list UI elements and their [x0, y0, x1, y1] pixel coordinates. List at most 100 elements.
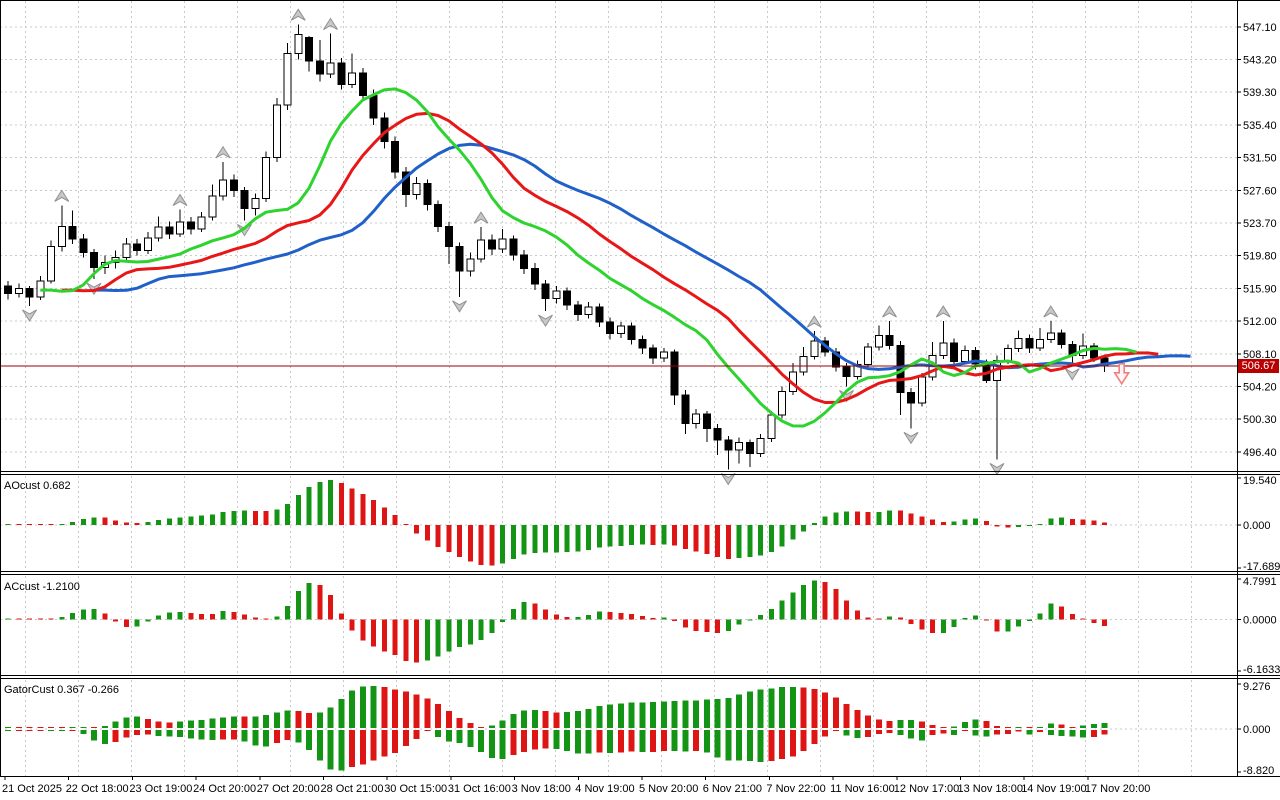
gator-upper-bar — [1080, 725, 1086, 729]
gator-lower-bar — [972, 730, 979, 736]
gator-upper-bar — [897, 720, 904, 729]
gator-upper-bar — [155, 721, 162, 729]
alligator-teeth-line — [61, 111, 1159, 404]
ac-bar-up — [1005, 619, 1011, 632]
gator-upper-bar — [26, 727, 33, 729]
gator-upper-bar — [553, 712, 560, 729]
gator-lower-bar — [897, 730, 904, 736]
gator-upper-bar — [650, 701, 656, 729]
time-tick-label: 5 Nov 20:00 — [639, 783, 698, 795]
candle-bearish — [541, 283, 550, 299]
fractal-down-arrow-icon — [452, 300, 467, 313]
candle-bullish — [659, 351, 668, 359]
ao-bar-down — [983, 520, 989, 526]
gator-upper-bar — [284, 710, 291, 729]
ao-bar-down — [908, 513, 914, 526]
ac-bar-up — [779, 600, 785, 620]
gator-upper-bar — [779, 687, 785, 729]
gator-lower-bar — [252, 730, 259, 746]
candle-bullish — [143, 237, 152, 252]
gator-lower-bar — [908, 730, 914, 739]
gator-upper-bar — [564, 712, 570, 729]
fractal-down-arrow-icon — [989, 462, 1005, 476]
gator-lower-bar — [617, 730, 624, 753]
gator-lower-bar — [381, 730, 388, 757]
gator-upper-bar — [961, 722, 968, 729]
candle-bearish — [315, 60, 324, 75]
ac-bar-up — [446, 619, 452, 652]
candle-bullish — [57, 225, 66, 247]
gator-lower-bar — [456, 730, 463, 744]
ac-bar-up — [177, 611, 183, 620]
gator-lower-bar — [177, 730, 183, 737]
ao-bar-up — [199, 515, 204, 526]
time-tick-label: 24 Oct 20:00 — [193, 783, 256, 795]
candle-bullish — [552, 290, 561, 299]
gator-upper-bar — [123, 717, 130, 729]
ao-bar-up — [887, 510, 892, 526]
gator-upper-bar — [757, 689, 764, 729]
gator-lower-bar — [263, 730, 269, 747]
ao-bar-up — [5, 524, 11, 526]
gator-upper-bar — [230, 716, 237, 729]
gator-lower-bar — [220, 730, 226, 740]
gator-upper-bar — [435, 704, 441, 729]
gator-upper-bar — [198, 719, 205, 729]
time-tick-label: 28 Oct 21:00 — [321, 783, 384, 795]
gator-lower-bar — [596, 730, 603, 753]
gator-upper-bar — [392, 689, 398, 729]
gator-upper-bar — [15, 727, 22, 729]
gator-lower-bar — [273, 730, 280, 743]
gator-upper-bar — [929, 724, 936, 729]
fractal-up-arrow-icon — [172, 193, 188, 207]
ao-bar-up — [575, 525, 581, 552]
price-tick-label: 512.00 — [1243, 316, 1277, 328]
gator-upper-bar — [252, 716, 259, 729]
gator-lower-bar — [553, 730, 560, 750]
gator-lower-bar — [1090, 730, 1097, 738]
ao-bar-down — [414, 525, 419, 534]
ao-bar-down — [1005, 525, 1011, 528]
ao-bar-up — [543, 525, 548, 553]
gator-upper-bar — [263, 715, 269, 729]
ao-bar-up — [629, 525, 634, 545]
gator-lower-bar — [1015, 730, 1022, 732]
gator-lower-bar — [1037, 730, 1043, 732]
gator-scale-label: -8.820 — [1243, 765, 1274, 777]
gator-lower-bar — [918, 730, 925, 741]
gator-lower-bar — [564, 730, 570, 751]
ao-bar-up — [801, 525, 806, 532]
gator-upper-bar — [80, 727, 87, 729]
fractal-up-arrow-icon — [882, 305, 897, 318]
gator-upper-bar — [488, 725, 495, 729]
candle-bearish — [885, 334, 894, 346]
ac-bar-up — [596, 611, 602, 620]
candle-bearish — [1025, 338, 1034, 349]
ac-bar-down — [650, 617, 656, 620]
gator-lower-bar — [338, 730, 345, 771]
gator-lower-bar — [1058, 730, 1065, 737]
ac-bar-down — [543, 609, 548, 620]
gator-upper-bar — [499, 720, 506, 729]
gator-scale-label: 9.276 — [1243, 681, 1271, 693]
gator-upper-bar — [1047, 723, 1054, 729]
ao-bar-down — [704, 525, 710, 554]
ac-bar-up — [424, 619, 430, 661]
ao-bar-down — [381, 507, 387, 526]
gator-upper-bar — [306, 713, 312, 729]
ao-bar-up — [876, 511, 882, 526]
candle-bearish — [649, 347, 657, 359]
gator-upper-bar — [875, 719, 882, 729]
time-tick-label: 30 Oct 15:00 — [384, 783, 447, 795]
candle-bullish — [14, 287, 23, 294]
gator-lower-bar — [1047, 730, 1054, 735]
ao-bar-up — [188, 516, 194, 526]
candle-bearish — [745, 442, 754, 455]
ao-bar-up — [564, 525, 570, 553]
ao-bar-down — [930, 519, 935, 526]
ao-bar-up — [951, 521, 957, 526]
ao-bar-down — [940, 521, 946, 526]
ao-bar-down — [263, 511, 269, 526]
